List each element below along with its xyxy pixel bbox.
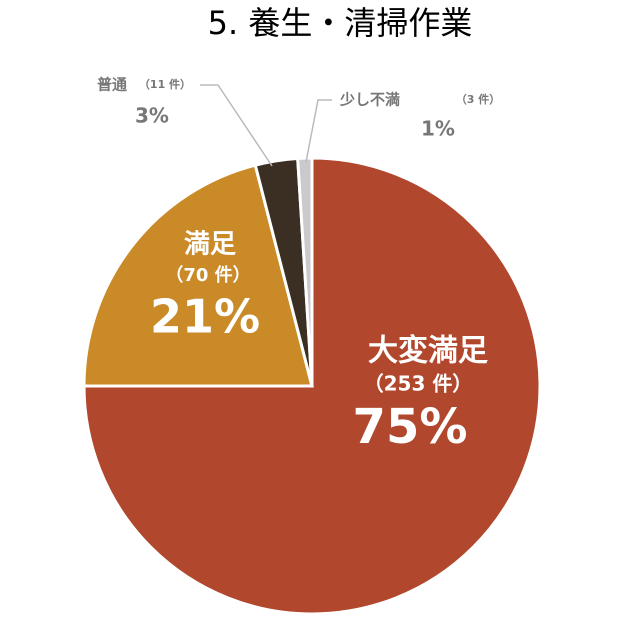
slice-label: 満足: [184, 230, 236, 260]
slice-percent: 75%: [353, 399, 468, 455]
slice-label: 少し不満: [339, 91, 400, 109]
slice-percent: 3%: [135, 104, 169, 128]
leader-line: [305, 99, 332, 163]
chart-title: 5. 養生・清掃作業: [208, 4, 473, 42]
slice-percent: 21%: [150, 290, 260, 344]
slice-count: （3 件）: [456, 92, 500, 106]
slice-count: （11 件）: [139, 77, 191, 91]
slice-count: （253 件）: [364, 372, 473, 396]
pie-slice: [82, 156, 542, 616]
slice-count: （70 件）: [165, 264, 250, 286]
pie-slice: [296, 156, 314, 387]
leader-line: [200, 84, 273, 167]
pie-slice: [82, 163, 314, 388]
slice-label: 大変満足: [368, 334, 488, 369]
slice-percent: 1%: [421, 117, 455, 141]
slice-label: 普通: [97, 76, 127, 94]
